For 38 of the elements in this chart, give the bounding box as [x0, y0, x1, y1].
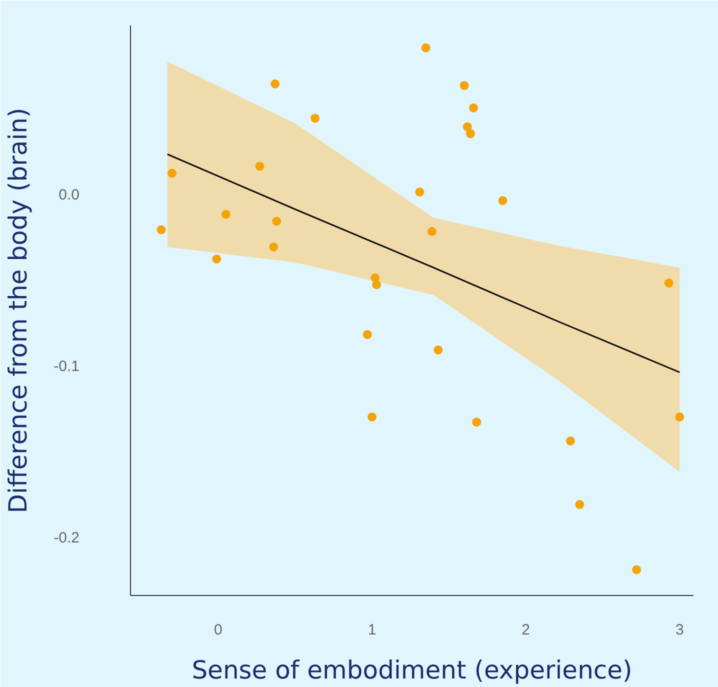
point — [472, 418, 482, 427]
point — [675, 412, 684, 422]
x-tick-label: 1 — [368, 622, 376, 638]
point — [372, 280, 382, 290]
point — [270, 79, 280, 88]
point — [370, 273, 380, 282]
point — [415, 188, 424, 197]
point — [272, 216, 282, 226]
x-tick-label: 2 — [522, 622, 530, 638]
point — [664, 278, 674, 288]
point — [566, 436, 575, 446]
x-tick-label: 3 — [675, 622, 684, 638]
point — [156, 225, 166, 234]
point — [434, 345, 443, 354]
point — [168, 168, 177, 178]
point — [221, 210, 230, 219]
point — [466, 129, 475, 138]
point — [462, 122, 472, 132]
point — [460, 81, 469, 90]
y-axis-title: Difference from the body (brain) — [4, 108, 33, 514]
x-axis-title: Sense of embodiment (experience) — [192, 656, 632, 684]
point — [469, 103, 478, 112]
y-tick-label: -0.2 — [54, 530, 80, 547]
point — [269, 242, 278, 252]
point — [310, 114, 320, 123]
y-tick-label: 0.0 — [58, 186, 80, 204]
point — [632, 565, 642, 574]
point — [427, 227, 436, 236]
line-series — [166, 153, 680, 374]
point — [498, 196, 508, 206]
point — [255, 162, 264, 171]
point — [575, 500, 584, 509]
point — [362, 330, 372, 340]
x-tick-label: 0 — [214, 622, 222, 638]
y-tick-label: -0.1 — [54, 358, 80, 375]
point — [212, 254, 222, 264]
point — [368, 412, 377, 422]
point — [421, 43, 430, 52]
